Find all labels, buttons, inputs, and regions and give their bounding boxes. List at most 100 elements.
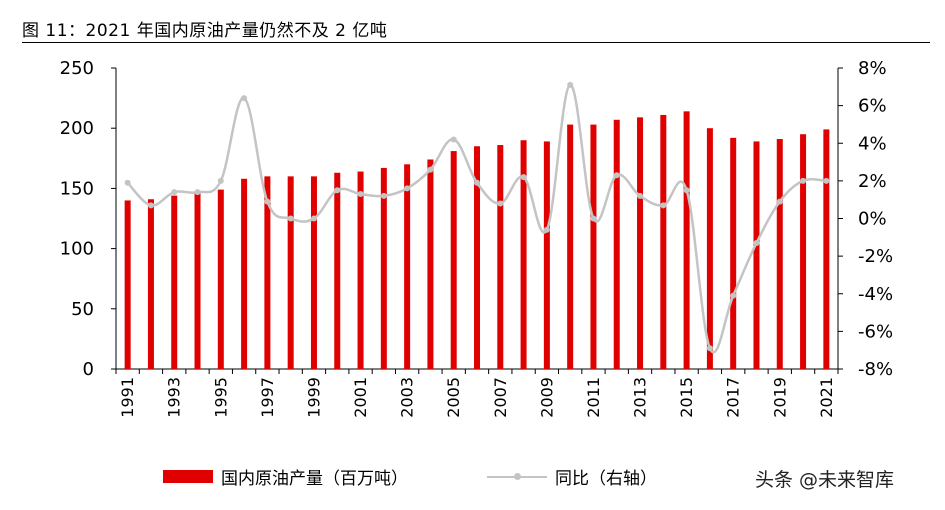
bar-2008 bbox=[520, 140, 527, 369]
x-tick-label: 2005 bbox=[444, 377, 463, 418]
watermark: 头条 @未来智库 bbox=[755, 469, 895, 491]
left-tick-label: 250 bbox=[60, 58, 94, 79]
bar-2013 bbox=[637, 117, 644, 369]
legend-item-production: 国内原油产量（百万吨） bbox=[163, 464, 408, 489]
right-tick-label: 8% bbox=[858, 58, 887, 79]
legend-swatch-bar bbox=[163, 469, 213, 483]
bar-1994 bbox=[194, 193, 201, 369]
bar-2000 bbox=[334, 172, 341, 369]
right-tick-label: -6% bbox=[858, 321, 893, 342]
bar-2005 bbox=[450, 151, 457, 369]
yoy-point-2009 bbox=[543, 226, 550, 233]
x-tick-label: 1993 bbox=[165, 377, 184, 418]
bar-1998 bbox=[287, 176, 294, 369]
legend-label-yoy: 同比（右轴） bbox=[555, 468, 657, 489]
x-tick-label: 2019 bbox=[770, 377, 789, 418]
bar-1995 bbox=[217, 189, 224, 369]
x-tick-label: 2015 bbox=[677, 377, 696, 418]
left-tick-label: 50 bbox=[71, 299, 94, 320]
title-rule bbox=[22, 42, 930, 43]
yoy-point-2004 bbox=[427, 166, 434, 173]
right-tick-label: -2% bbox=[858, 246, 893, 267]
x-tick-label: 2009 bbox=[537, 377, 556, 418]
bar-2004 bbox=[427, 159, 434, 369]
yoy-point-1997 bbox=[264, 198, 271, 205]
yoy-point-2017 bbox=[730, 292, 737, 299]
chart: 0 50 100 150 200 250 8% 6% 4% 2% 0% -2% -4% -6% -8% 199… bbox=[60, 58, 893, 418]
yoy-point-2012 bbox=[613, 172, 620, 179]
bar-1991 bbox=[124, 200, 131, 369]
left-tick-label: 100 bbox=[60, 239, 94, 260]
legend-label-production: 国内原油产量（百万吨） bbox=[221, 468, 408, 489]
left-tick-label: 150 bbox=[60, 178, 94, 199]
bar-2003 bbox=[404, 164, 411, 369]
x-tick-label: 2011 bbox=[584, 377, 603, 418]
right-tick-label: 6% bbox=[858, 96, 887, 117]
x-tick-label: 1999 bbox=[304, 377, 323, 418]
yoy-point-2014 bbox=[660, 202, 667, 209]
bar-2007 bbox=[497, 145, 504, 369]
yoy-point-1996 bbox=[241, 95, 248, 102]
x-tick-label: 2003 bbox=[398, 377, 417, 418]
bar-1997 bbox=[264, 176, 271, 369]
yoy-point-2005 bbox=[450, 136, 457, 143]
bar-2010 bbox=[567, 124, 574, 369]
yoy-point-1993 bbox=[171, 189, 178, 196]
x-tick-label: 2013 bbox=[631, 377, 650, 418]
bar-2020 bbox=[800, 134, 807, 369]
right-tick-label: 4% bbox=[858, 133, 887, 154]
x-tick-label: 2007 bbox=[491, 377, 510, 418]
yoy-point-2008 bbox=[520, 174, 527, 181]
x-tick-label: 2001 bbox=[351, 377, 370, 418]
right-tick-label: 0% bbox=[858, 209, 887, 230]
left-tick-label: 0 bbox=[83, 359, 94, 380]
legend-item-yoy: 同比（右轴） bbox=[487, 464, 657, 489]
x-tick-label: 2017 bbox=[724, 377, 743, 418]
yoy-point-2000 bbox=[334, 187, 341, 194]
bar-2017 bbox=[730, 137, 737, 369]
yoy-point-2002 bbox=[380, 192, 387, 199]
yoy-point-2010 bbox=[567, 81, 574, 88]
left-tick-label: 200 bbox=[60, 118, 94, 139]
bar-2011 bbox=[590, 124, 597, 369]
yoy-point-2020 bbox=[800, 177, 807, 184]
x-tick-label: 1991 bbox=[118, 377, 137, 418]
bar-2014 bbox=[660, 114, 667, 370]
yoy-point-2018 bbox=[753, 239, 760, 246]
yoy-point-1992 bbox=[147, 202, 154, 209]
yoy-point-1995 bbox=[217, 177, 224, 184]
bar-2016 bbox=[706, 128, 713, 369]
bar-2021 bbox=[823, 129, 830, 369]
bar-1992 bbox=[147, 199, 154, 369]
bar-2009 bbox=[543, 141, 550, 369]
bar-1996 bbox=[241, 178, 248, 369]
yoy-point-2016 bbox=[706, 345, 713, 352]
yoy-point-2006 bbox=[474, 179, 480, 186]
bar-2019 bbox=[776, 139, 783, 369]
x-tick-label: 1997 bbox=[258, 377, 277, 418]
yoy-point-2013 bbox=[637, 192, 644, 199]
figure-title: 图 11：2021 年国内原油产量仍然不及 2 亿吨 bbox=[22, 21, 388, 41]
yoy-point-2019 bbox=[776, 198, 783, 205]
bar-1993 bbox=[171, 195, 178, 369]
yoy-point-2015 bbox=[683, 187, 690, 194]
bar-2006 bbox=[474, 146, 480, 369]
bar-2012 bbox=[613, 119, 620, 369]
x-tick-label: 2021 bbox=[817, 377, 836, 418]
yoy-point-1991 bbox=[124, 179, 131, 186]
yoy-point-2021 bbox=[823, 177, 830, 184]
yoy-point-2003 bbox=[404, 185, 411, 192]
bar-1999 bbox=[310, 176, 317, 369]
bar-2001 bbox=[357, 171, 364, 369]
yoy-point-2001 bbox=[357, 191, 364, 198]
right-tick-label: -4% bbox=[858, 284, 893, 305]
x-tick-label: 1995 bbox=[211, 377, 230, 418]
legend-swatch-line bbox=[487, 470, 547, 483]
yoy-point-1994 bbox=[194, 189, 201, 196]
yoy-point-2011 bbox=[590, 215, 597, 222]
right-tick-label: -8% bbox=[858, 359, 893, 380]
yoy-point-1999 bbox=[310, 215, 317, 222]
yoy-point-1998 bbox=[287, 215, 294, 222]
yoy-point-2007 bbox=[497, 200, 504, 207]
bar-2018 bbox=[753, 141, 760, 369]
